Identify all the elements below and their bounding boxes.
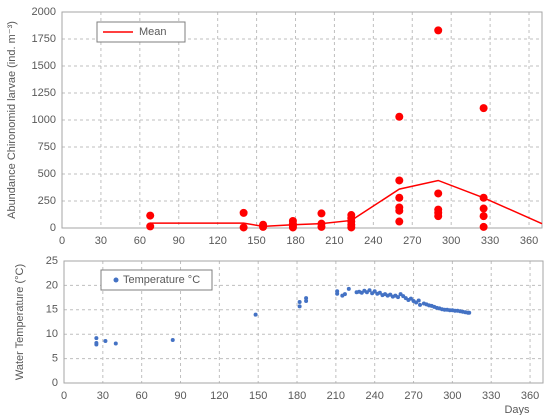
y-tick-label: 750 <box>38 141 56 153</box>
y-tick-label: 10 <box>46 328 58 340</box>
x-tick-label: 240 <box>364 235 382 247</box>
data-point <box>434 189 443 198</box>
data-point <box>347 223 356 232</box>
data-point <box>418 302 423 307</box>
data-point <box>146 211 155 220</box>
data-point <box>434 26 443 35</box>
x-tick-label: 300 <box>442 235 460 247</box>
data-point <box>479 104 488 113</box>
data-point <box>346 286 351 291</box>
data-point <box>479 212 488 221</box>
y-tick-label: 5 <box>52 353 58 365</box>
data-point <box>317 209 326 218</box>
data-point <box>395 206 404 215</box>
y-tick-label: 1750 <box>32 33 56 45</box>
data-point <box>170 338 175 343</box>
data-point <box>395 217 404 226</box>
y-axis-label: Abundance Chironomid larvae (ind. m⁻³) <box>6 21 18 219</box>
x-tick-label: 150 <box>247 235 265 247</box>
data-point <box>434 212 443 221</box>
data-point <box>396 295 401 300</box>
data-point <box>239 223 248 232</box>
x-tick-label: 180 <box>286 235 304 247</box>
x-axis-label: Days <box>504 404 530 415</box>
x-tick-label: 150 <box>249 390 267 402</box>
data-point <box>304 296 309 301</box>
data-point <box>367 288 372 293</box>
data-point <box>113 341 118 346</box>
data-point <box>479 222 488 231</box>
legend-label: Mean <box>139 26 167 38</box>
x-tick-label: 90 <box>174 390 186 402</box>
data-point <box>377 290 382 295</box>
data-point <box>94 342 99 347</box>
y-tick-label: 500 <box>38 168 56 180</box>
y-tick-label: 0 <box>52 377 58 389</box>
y-tick-label: 25 <box>46 255 58 267</box>
x-tick-label: 60 <box>136 390 148 402</box>
data-point <box>146 222 155 231</box>
x-tick-label: 120 <box>210 390 228 402</box>
data-point <box>94 336 99 341</box>
x-tick-label: 330 <box>481 235 499 247</box>
data-point <box>395 193 404 202</box>
x-tick-label: 210 <box>327 390 345 402</box>
x-tick-label: 30 <box>95 235 107 247</box>
x-tick-label: 120 <box>208 235 226 247</box>
legend-marker <box>113 277 119 283</box>
data-point <box>467 310 472 315</box>
legend-box <box>100 269 213 291</box>
x-tick-label: 270 <box>403 235 421 247</box>
data-point <box>372 289 377 294</box>
data-point <box>479 204 488 213</box>
y-tick-label: 1000 <box>32 114 56 126</box>
data-point <box>416 298 421 303</box>
data-point <box>239 208 248 217</box>
data-point <box>317 222 326 231</box>
y-tick-label: 1500 <box>32 60 56 72</box>
y-tick-label: 20 <box>46 279 58 291</box>
y-tick-label: 15 <box>46 304 58 316</box>
y-tick-label: 2000 <box>32 6 56 18</box>
data-point <box>395 176 404 185</box>
x-tick-label: 30 <box>97 390 109 402</box>
data-point <box>335 291 340 296</box>
legend-box <box>96 21 186 43</box>
x-tick-label: 90 <box>173 235 185 247</box>
data-point <box>304 299 309 304</box>
x-tick-label: 240 <box>366 390 384 402</box>
plot-frame <box>61 11 543 229</box>
x-tick-label: 210 <box>325 235 343 247</box>
x-tick-label: 360 <box>521 390 539 402</box>
x-tick-label: 0 <box>59 235 65 247</box>
x-tick-label: 0 <box>61 390 67 402</box>
y-axis-label: Water Temperature (°C) <box>14 264 26 380</box>
data-point <box>342 292 347 297</box>
data-point <box>297 304 302 309</box>
legend-label: Temperature °C <box>123 274 200 286</box>
x-tick-label: 330 <box>482 390 500 402</box>
y-tick-label: 0 <box>50 222 56 234</box>
x-tick-label: 270 <box>404 390 422 402</box>
data-point <box>103 339 108 344</box>
data-point <box>408 296 413 301</box>
x-tick-label: 300 <box>443 390 461 402</box>
x-tick-label: 360 <box>520 235 538 247</box>
data-point <box>297 299 302 304</box>
x-tick-label: 180 <box>288 390 306 402</box>
mean-line <box>150 179 543 228</box>
y-tick-label: 1250 <box>32 87 56 99</box>
data-point <box>253 312 258 317</box>
data-point <box>395 112 404 121</box>
plot-frame <box>63 260 544 384</box>
y-tick-label: 250 <box>38 195 56 207</box>
x-tick-label: 60 <box>134 235 146 247</box>
